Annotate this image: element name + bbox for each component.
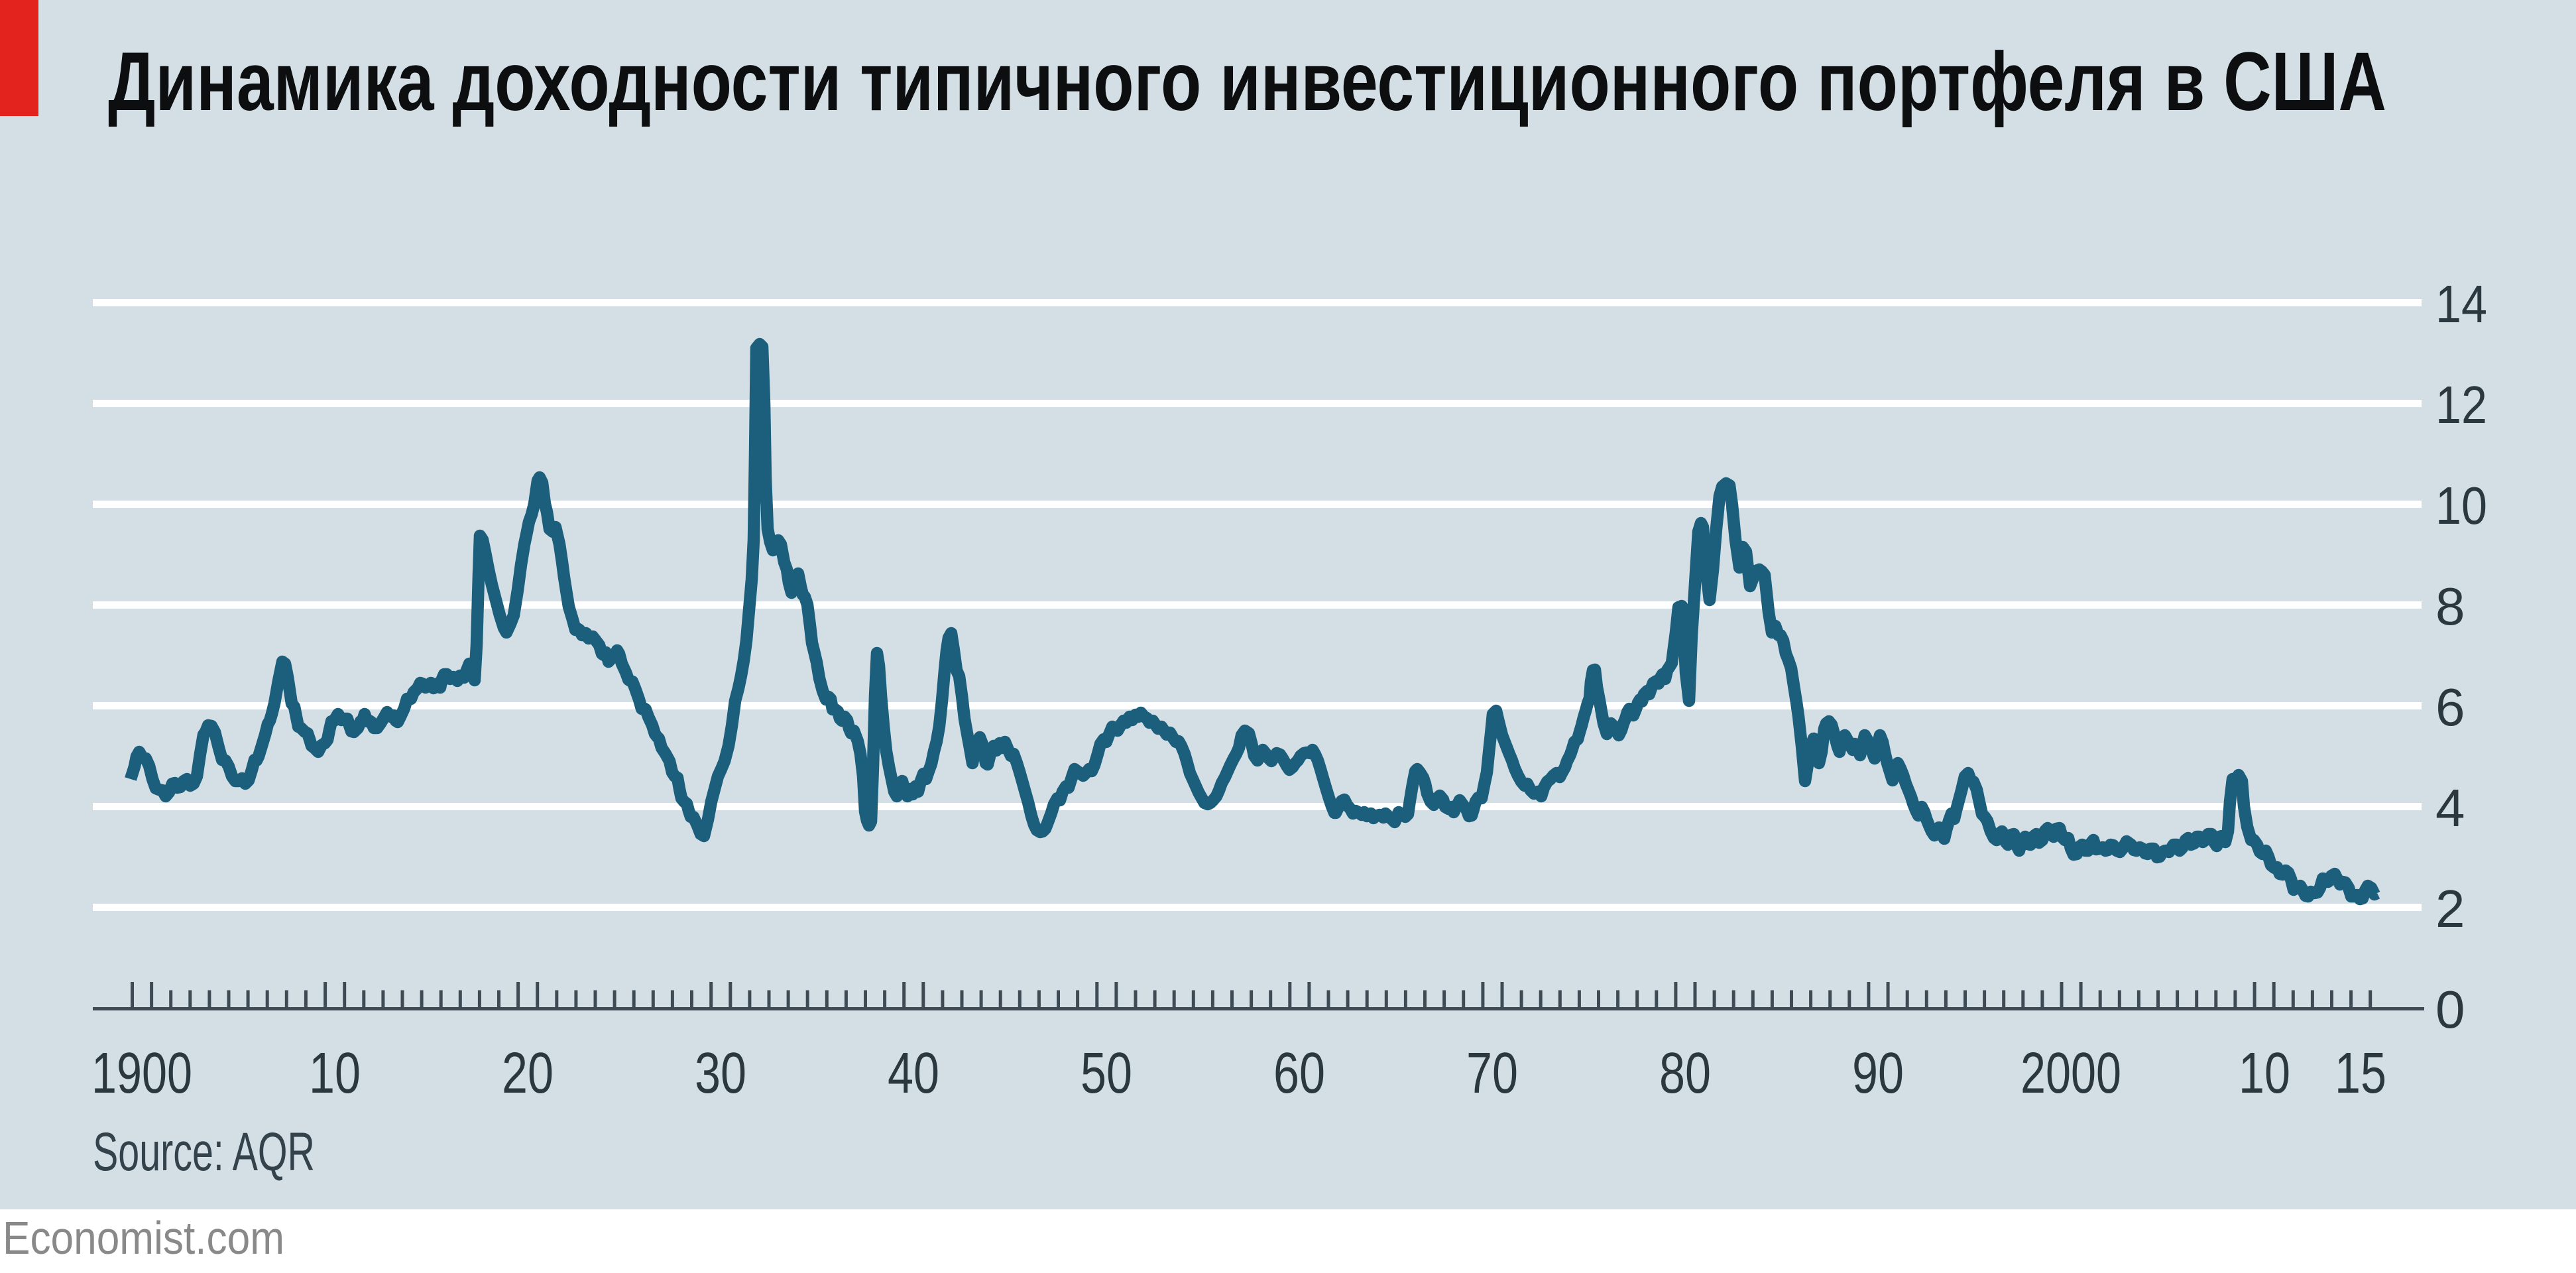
svg-text:Economist.com: Economist.com (3, 1212, 284, 1264)
svg-text:90: 90 (1852, 1041, 1904, 1105)
svg-text:50: 50 (1081, 1041, 1132, 1105)
svg-text:12: 12 (2435, 375, 2487, 434)
svg-text:10: 10 (2239, 1041, 2290, 1105)
svg-text:6: 6 (2435, 678, 2465, 737)
svg-text:60: 60 (1273, 1041, 1325, 1105)
svg-text:30: 30 (695, 1041, 746, 1105)
svg-text:20: 20 (502, 1041, 554, 1105)
svg-text:8: 8 (2435, 577, 2465, 636)
svg-text:1900: 1900 (91, 1041, 192, 1105)
svg-text:14: 14 (2435, 274, 2487, 333)
svg-text:0: 0 (2435, 980, 2465, 1039)
svg-text:40: 40 (888, 1041, 939, 1105)
svg-text:2000: 2000 (2020, 1041, 2121, 1105)
svg-text:4: 4 (2435, 778, 2465, 837)
svg-text:80: 80 (1659, 1041, 1711, 1105)
svg-text:10: 10 (2435, 476, 2487, 535)
svg-text:Динамика доходности типичного: Динамика доходности типичного инвестицио… (108, 36, 2386, 128)
svg-text:70: 70 (1466, 1041, 1518, 1105)
svg-text:2: 2 (2435, 879, 2465, 938)
svg-text:Source: AQR: Source: AQR (93, 1122, 315, 1182)
svg-text:10: 10 (309, 1041, 361, 1105)
svg-text:15: 15 (2335, 1041, 2386, 1105)
